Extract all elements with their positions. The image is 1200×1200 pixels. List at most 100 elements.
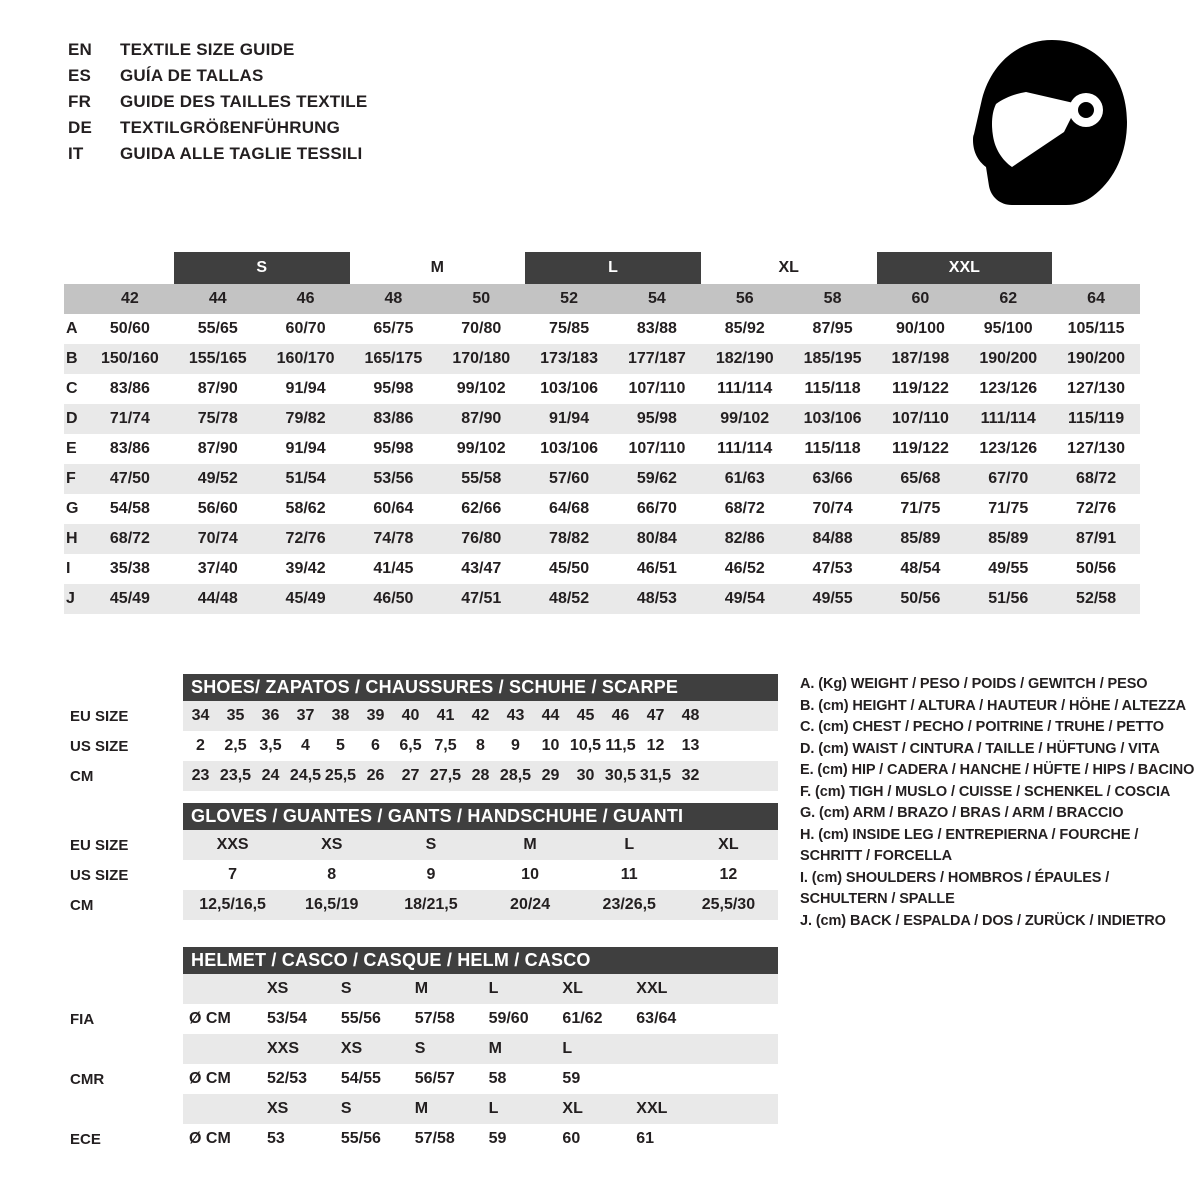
gloves-cell: XS <box>321 836 343 853</box>
measurement-cell: 103/106 <box>540 440 598 457</box>
helmet-size-cell: XL <box>562 1100 583 1117</box>
shoes-cell: 36 <box>261 707 280 724</box>
shoes-cell: 34 <box>191 707 210 724</box>
measurement-cell: 70/74 <box>812 500 853 517</box>
measurement-cell: 71/75 <box>900 500 941 517</box>
measurement-cell: 119/122 <box>891 380 949 397</box>
gloves-row-label: EU SIZE <box>70 836 129 854</box>
table-row: B 150/160 155/165 160/170 165/175 170/180 173/… <box>64 344 1140 374</box>
helmet-value-cell: 57/58 <box>414 1010 455 1027</box>
gloves-cell: 20/24 <box>510 896 551 913</box>
language-title: GUIDE DES TAILLES TEXTILE <box>120 92 368 111</box>
measurement-cell: 74/78 <box>373 530 414 547</box>
measurement-cell: 160/170 <box>276 350 335 367</box>
gloves-cell: 12 <box>719 866 738 883</box>
measurement-cell: 67/70 <box>988 470 1029 487</box>
measurement-cell: 79/82 <box>285 410 326 427</box>
helmet-size-cells: XS S M L XL XXL <box>183 974 778 1004</box>
measurement-cell: 87/90 <box>197 380 238 397</box>
measurement-cell: 87/90 <box>197 440 238 457</box>
table-row: FIA Ø CM 53/54 55/56 57/58 59/60 61/62 63/64 <box>68 1004 778 1034</box>
row-key-a: A <box>66 320 78 337</box>
gloves-size-table: GLOVES / GUANTES / GANTS / HANDSCHUHE / … <box>68 803 778 920</box>
table-row: G 54/58 56/60 58/62 60/64 62/66 64/68 66/70 68/7… <box>64 494 1140 524</box>
eu-size-header: 56 <box>735 290 754 307</box>
helmet-value-cell: 63/64 <box>636 1010 677 1027</box>
helmet-value-cell: 55/56 <box>340 1010 381 1027</box>
measurement-cell: 59/62 <box>636 470 677 487</box>
measurement-cell: 68/72 <box>109 530 150 547</box>
measurement-cell: 68/72 <box>724 500 765 517</box>
shoes-cell: 44 <box>541 707 560 724</box>
measurement-cell: 68/72 <box>1076 470 1117 487</box>
table-row: D 71/74 75/78 79/82 83/86 87/90 91/94 95/98 99/1… <box>64 404 1140 434</box>
helmet-size-cell: M <box>414 980 429 997</box>
measurement-cell: 70/80 <box>461 320 502 337</box>
measurement-cell: 49/55 <box>988 560 1029 577</box>
shoes-cell: 32 <box>681 767 700 784</box>
eu-size-header: 54 <box>648 290 666 307</box>
measurement-cell: 107/110 <box>891 410 949 427</box>
helmet-value-cell: 61/62 <box>562 1010 603 1027</box>
size-band-row: S M L XL XXL <box>64 252 1140 284</box>
helmet-size-cell: XXL <box>636 1100 668 1117</box>
measurement-cell: 49/52 <box>197 470 238 487</box>
measurement-cell: 49/55 <box>812 590 853 607</box>
gloves-cell: 10 <box>521 866 539 883</box>
shoes-cell: 39 <box>366 707 385 724</box>
measurement-cell: 127/130 <box>1067 440 1125 457</box>
helmet-value-cell: 53 <box>267 1130 285 1147</box>
helmet-size-cell: XS <box>340 1040 363 1057</box>
helmet-size-cell: XXS <box>267 1040 300 1057</box>
measurement-cell: 155/165 <box>188 350 247 367</box>
helmet-value-cell: 53/54 <box>267 1010 308 1027</box>
helmet-row-label <box>68 1094 183 1124</box>
helmet-size-table: HELMET / CASCO / CASQUE / HELM / CASCO X… <box>68 947 778 1154</box>
gloves-cells: 7 8 9 10 11 12 <box>183 860 778 890</box>
measurement-cell: 71/75 <box>988 500 1029 517</box>
legend-line: B. (cm) HEIGHT / ALTURA / HAUTEUR / HÖHE… <box>800 697 1186 714</box>
helmet-value-cell: 54/55 <box>340 1070 381 1087</box>
gloves-cell: 8 <box>327 866 337 883</box>
eu-size-header: 62 <box>999 290 1018 307</box>
language-title: TEXTILE SIZE GUIDE <box>120 40 295 59</box>
shoes-cell: 9 <box>511 737 520 754</box>
textile-size-table: S M L XL XXL 42 44 46 48 50 52 54 56 58 60 62 64 A 50/60… <box>64 252 1140 614</box>
helmet-value-cell: 60 <box>562 1130 581 1147</box>
shoes-cells: 2 2,5 3,5 4 5 6 6,5 7,5 8 9 10 10,5 11,5 12 13 <box>183 731 778 761</box>
measurement-cell: 91/94 <box>285 440 326 457</box>
shoes-cell: 38 <box>331 707 350 724</box>
shoes-cell: 8 <box>476 737 485 754</box>
helmet-value-cell: 55/56 <box>340 1130 381 1147</box>
table-row: XXS XS S M L <box>68 1034 778 1064</box>
measurement-cell: 115/119 <box>1068 410 1125 427</box>
row-key-j: J <box>66 590 75 607</box>
language-title: GUIDA ALLE TAGLIE TESSILI <box>120 144 363 163</box>
table-row: CM 12,5/16,5 16,5/19 18/21,5 20/24 23/26,5 25,… <box>68 890 778 920</box>
measurement-cell: 58/62 <box>285 500 326 517</box>
measurement-cell: 87/90 <box>461 410 502 427</box>
measurement-cell: 127/130 <box>1067 380 1125 397</box>
gloves-rows: EU SIZE XXS XS S M L XL US SIZE 7 8 9 10 11 12 CM 12,5/… <box>68 830 778 920</box>
shoes-cell: 27,5 <box>429 767 462 784</box>
measurement-cell: 62/66 <box>461 500 502 517</box>
shoes-size-table: SHOES/ ZAPATOS / CHAUSSURES / SCHUHE / S… <box>68 674 778 791</box>
language-title: GUÍA DE TALLAS <box>120 66 264 85</box>
measurement-cell: 105/115 <box>1067 320 1125 337</box>
measurement-cell: 50/56 <box>900 590 941 607</box>
helmet-value-cell: 58 <box>488 1070 507 1087</box>
measurement-cell: 99/102 <box>456 440 506 457</box>
gloves-row-label: CM <box>70 896 94 914</box>
measurement-cell: 64/68 <box>549 500 590 517</box>
measurement-cell: 53/56 <box>373 470 414 487</box>
size-band-s: S <box>173 252 350 284</box>
measurement-cell: 190/200 <box>1067 350 1125 367</box>
gloves-cells: XXS XS S M L XL <box>183 830 778 860</box>
measurement-cell: 51/56 <box>988 590 1029 607</box>
helmet-size-cell: L <box>562 1040 573 1057</box>
table-row: US SIZE 7 8 9 10 11 12 <box>68 860 778 890</box>
size-band-m: M <box>430 259 444 276</box>
measurement-cell: 57/60 <box>549 470 590 487</box>
title-block: EN TEXTILE SIZE GUIDE ES GUÍA DE TALLAS FR GU… <box>68 40 367 170</box>
table-row: CM 23 23,5 24 24,5 25,5 26 27 27,5 28 28,5 29 30 30,5… <box>68 761 778 791</box>
